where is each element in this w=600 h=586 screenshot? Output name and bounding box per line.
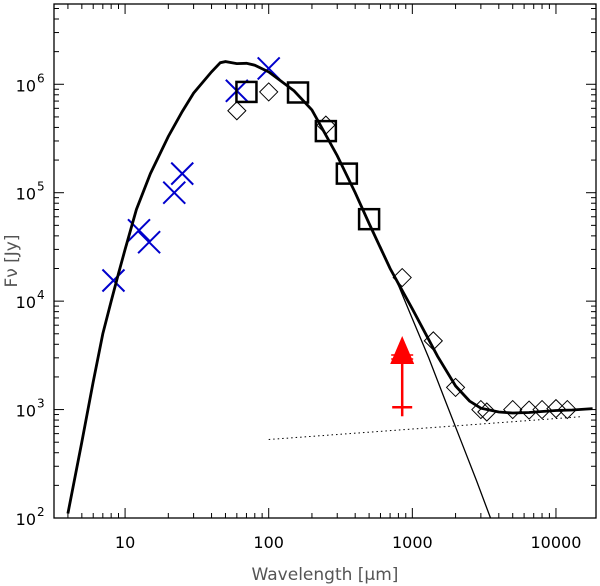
diamond-point bbox=[557, 399, 578, 420]
x-tick-label: 100 bbox=[253, 533, 284, 552]
y-tick-exponent: 3 bbox=[37, 397, 45, 411]
cross-stroke bbox=[127, 218, 151, 243]
square-point bbox=[357, 207, 381, 231]
diamond-point bbox=[471, 399, 491, 420]
square-point bbox=[235, 80, 258, 104]
axis-ticks bbox=[54, 4, 596, 519]
diamond-point bbox=[519, 400, 539, 420]
cross-point bbox=[101, 268, 126, 293]
cross-point bbox=[170, 161, 194, 186]
square-point bbox=[335, 162, 359, 185]
cross-stroke bbox=[162, 181, 186, 205]
cross-stroke bbox=[170, 161, 194, 186]
cross-stroke bbox=[256, 56, 281, 81]
y-tick-exponent: 2 bbox=[37, 505, 45, 519]
x-tick-label: 10000 bbox=[531, 533, 582, 552]
y-tick-label: 10 bbox=[16, 76, 36, 95]
square-point bbox=[314, 119, 338, 143]
y-tick-exponent: 4 bbox=[37, 288, 45, 302]
dotted-model-line bbox=[268, 416, 582, 440]
x-tick-label: 1000 bbox=[392, 533, 433, 552]
x-tick-label: 10 bbox=[115, 533, 135, 552]
diamond-point bbox=[532, 399, 552, 420]
cross-point bbox=[162, 181, 186, 205]
y-tick-exponent: 5 bbox=[37, 180, 45, 194]
cross-point bbox=[137, 230, 161, 254]
square-point bbox=[286, 81, 310, 104]
y-tick-label: 10 bbox=[16, 510, 36, 529]
limit-arrowhead bbox=[390, 335, 415, 364]
cross-stroke bbox=[101, 268, 126, 293]
plot-frame bbox=[53, 3, 597, 519]
diamond-point bbox=[445, 377, 466, 398]
diamond-point bbox=[258, 82, 279, 102]
y-tick-label: 10 bbox=[16, 293, 36, 312]
cross-stroke bbox=[137, 230, 161, 254]
y-tick-exponent: 6 bbox=[37, 71, 45, 85]
diamond-point bbox=[503, 399, 523, 420]
y-tick-label: 10 bbox=[16, 402, 36, 421]
thick-model-line bbox=[66, 60, 593, 514]
thin-model-line bbox=[379, 246, 492, 518]
y-axis-title: Fν [Jy] bbox=[2, 234, 22, 287]
diamond-point bbox=[392, 267, 412, 288]
plot-marks bbox=[66, 56, 593, 518]
x-axis-title: Wavelength [μm] bbox=[252, 565, 399, 585]
diamond-point bbox=[227, 101, 247, 121]
y-tick-label: 10 bbox=[16, 185, 36, 204]
